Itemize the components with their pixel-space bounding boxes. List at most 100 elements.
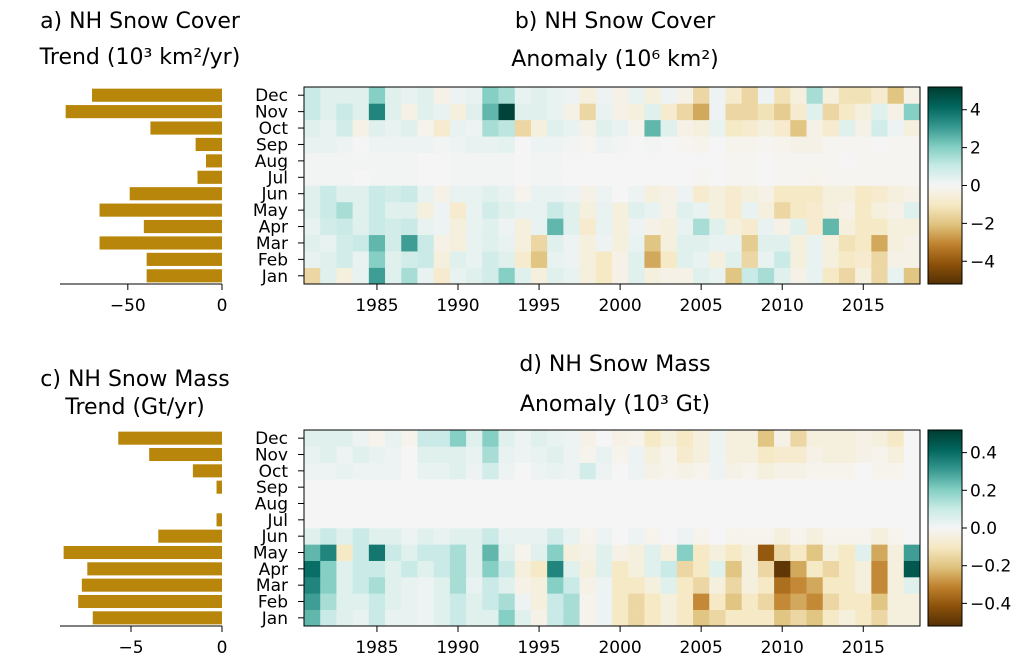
heat-cell xyxy=(887,560,905,578)
heat-cell xyxy=(822,267,840,285)
heat-cell xyxy=(725,218,742,236)
heat-cell xyxy=(466,169,483,186)
heat-cell xyxy=(401,528,418,545)
heat-cell xyxy=(725,430,742,447)
heat-cell xyxy=(547,267,564,285)
heat-cell xyxy=(498,511,516,529)
heat-cell xyxy=(547,446,564,463)
heat-cell xyxy=(855,495,872,512)
heat-cell xyxy=(709,251,726,268)
heat-cell xyxy=(693,119,710,137)
heat-cell xyxy=(741,87,759,104)
heat-cell xyxy=(449,103,467,121)
heat-cell xyxy=(757,218,775,236)
heat-cell xyxy=(612,495,629,512)
heat-cell xyxy=(709,462,726,480)
bar xyxy=(216,513,222,527)
bar xyxy=(65,105,223,119)
heat-cell xyxy=(514,511,532,529)
heat-cell xyxy=(514,136,532,153)
heat-cell xyxy=(838,430,856,447)
heat-cell xyxy=(433,103,451,121)
heat-cell xyxy=(304,446,321,463)
heat-cell xyxy=(676,479,694,496)
heat-cell xyxy=(790,218,807,236)
heat-cell xyxy=(530,218,548,236)
heat-cell xyxy=(466,528,483,545)
heat-cell xyxy=(838,609,856,627)
heat-cell xyxy=(579,577,597,594)
heat-cell xyxy=(725,185,742,203)
bar xyxy=(92,88,222,102)
heat-cell xyxy=(417,462,434,480)
heat-cell xyxy=(304,528,321,545)
heat-cell xyxy=(790,185,807,203)
heat-cell xyxy=(401,152,418,170)
x-tick-label: 2000 xyxy=(598,296,641,316)
x-tick-label: 1985 xyxy=(355,296,398,316)
month-label: Feb xyxy=(258,593,288,613)
heat-cell xyxy=(530,87,548,104)
heat-cell xyxy=(530,185,548,203)
heat-cell xyxy=(855,528,872,545)
heat-cell xyxy=(822,479,840,496)
heat-cell xyxy=(644,218,661,236)
heat-cell xyxy=(757,201,775,219)
heat-cell xyxy=(628,152,645,170)
heat-cell xyxy=(822,136,840,153)
heat-cell xyxy=(336,136,353,153)
chart-title: d) NH Snow Mass xyxy=(519,352,710,377)
heat-cell xyxy=(595,462,613,480)
chart-title: Anomaly (10⁶ km²) xyxy=(511,47,718,72)
heat-cell xyxy=(466,267,483,285)
heat-cell xyxy=(595,119,613,137)
heat-cell xyxy=(790,544,807,561)
heat-cell xyxy=(871,136,888,153)
heat-cell xyxy=(482,136,499,153)
heat-cell xyxy=(709,136,726,153)
heat-cell xyxy=(612,152,629,170)
heat-cell xyxy=(676,152,694,170)
heat-cell xyxy=(612,479,629,496)
heat-cell xyxy=(871,185,888,203)
heat-cell xyxy=(514,251,532,268)
heat-cell xyxy=(368,152,386,170)
heat-cell xyxy=(757,136,775,153)
heat-cell xyxy=(595,544,613,561)
heat-cell xyxy=(871,218,888,236)
heat-cell xyxy=(304,185,321,203)
heat-cell xyxy=(336,560,353,578)
heat-cell xyxy=(822,251,840,268)
heat-cell xyxy=(774,544,791,561)
x-tick-label: 1990 xyxy=(436,296,479,316)
heat-cell xyxy=(466,609,483,627)
heat-cell xyxy=(385,152,402,170)
heat-cell xyxy=(433,446,451,463)
heat-cell xyxy=(449,218,467,236)
heat-cell xyxy=(304,103,321,121)
heat-cell xyxy=(514,430,532,447)
heat-cell xyxy=(417,87,434,104)
heat-cell xyxy=(530,511,548,529)
heat-cell xyxy=(774,511,791,529)
heat-cell xyxy=(709,234,726,252)
heat-cell xyxy=(887,593,905,610)
heat-cell xyxy=(449,528,467,545)
heat-cell xyxy=(449,609,467,627)
heat-cell xyxy=(806,593,824,610)
heat-cell xyxy=(628,528,645,545)
x-tick-label: 2015 xyxy=(842,638,885,658)
heat-cell xyxy=(530,267,548,285)
heat-cell xyxy=(368,577,386,594)
heat-cell xyxy=(660,462,678,480)
heat-cell xyxy=(741,103,759,121)
heat-cell xyxy=(838,544,856,561)
heat-cell xyxy=(903,544,921,561)
heat-cell xyxy=(320,511,337,529)
month-label: Oct xyxy=(259,462,289,482)
heat-cell xyxy=(709,201,726,219)
heat-cell xyxy=(871,479,888,496)
heat-cell xyxy=(595,201,613,219)
heat-cell xyxy=(336,103,353,121)
heat-cell xyxy=(449,593,467,610)
